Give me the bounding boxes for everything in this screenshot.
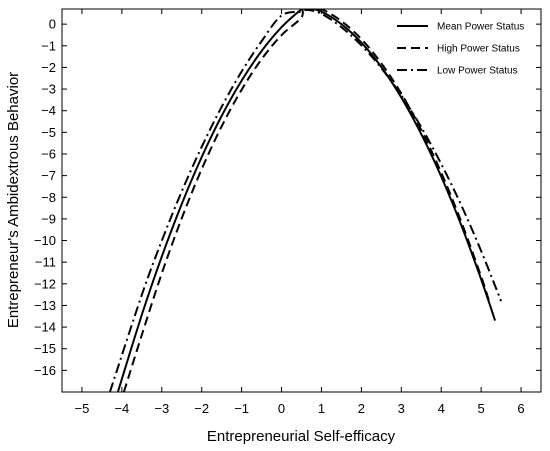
x-tick-label: 5	[478, 401, 485, 416]
y-tick-label: −10	[34, 233, 56, 248]
y-tick-label: −3	[41, 82, 56, 97]
x-tick-label: −4	[114, 401, 129, 416]
x-tick-label: 1	[318, 401, 325, 416]
y-tick-label: −15	[34, 341, 56, 356]
series-layer	[108, 9, 503, 392]
y-tick-label: −4	[41, 103, 56, 118]
x-tick-label: 2	[358, 401, 365, 416]
x-tick-label: 3	[398, 401, 405, 416]
y-tick-label: −2	[41, 60, 56, 75]
y-tick-label: −5	[41, 125, 56, 140]
y-axis-title: Entrepreneur's Ambidextrous Behavior	[5, 72, 22, 328]
y-tick-label: −12	[34, 276, 56, 291]
series-line-mean-power-status	[116, 9, 497, 392]
x-tick-label: −2	[194, 401, 209, 416]
y-tick-label: −8	[41, 190, 56, 205]
y-tick-label: −14	[34, 320, 56, 335]
x-axis-title: Entrepreneurial Self-efficacy	[207, 428, 396, 445]
y-tick-label: −7	[41, 168, 56, 183]
y-tick-label: −9	[41, 211, 56, 226]
y-tick-label: −13	[34, 298, 56, 313]
x-tick-label: 6	[517, 401, 524, 416]
y-tick-label: 0	[49, 17, 56, 32]
x-tick-label: −5	[75, 401, 90, 416]
y-tick-label: −16	[34, 363, 56, 378]
legend-label-low-power-status: Low Power Status	[437, 66, 518, 77]
x-tick-label: −1	[234, 401, 249, 416]
legend: Mean Power Status High Power Status Low Po…	[397, 22, 524, 77]
x-axis-ticks: −5 −4 −3 −2 −1 0 1 2 3 4 5 6	[75, 9, 525, 416]
x-tick-label: 0	[278, 401, 285, 416]
y-tick-label: −1	[41, 38, 56, 53]
legend-label-high-power-status: High Power Status	[437, 44, 520, 55]
y-tick-label: −11	[35, 255, 56, 270]
x-tick-label: 4	[438, 401, 445, 416]
legend-label-mean-power-status: Mean Power Status	[437, 22, 524, 33]
y-axis-ticks: 0 −1 −2 −3 −4 −5 −6 −7 −8 −9 −10 −11 −12 −13 −14 −15 −16	[34, 17, 541, 378]
y-tick-label: −6	[41, 146, 56, 161]
series-line-low-power-status	[108, 9, 503, 392]
x-tick-label: −3	[154, 401, 169, 416]
